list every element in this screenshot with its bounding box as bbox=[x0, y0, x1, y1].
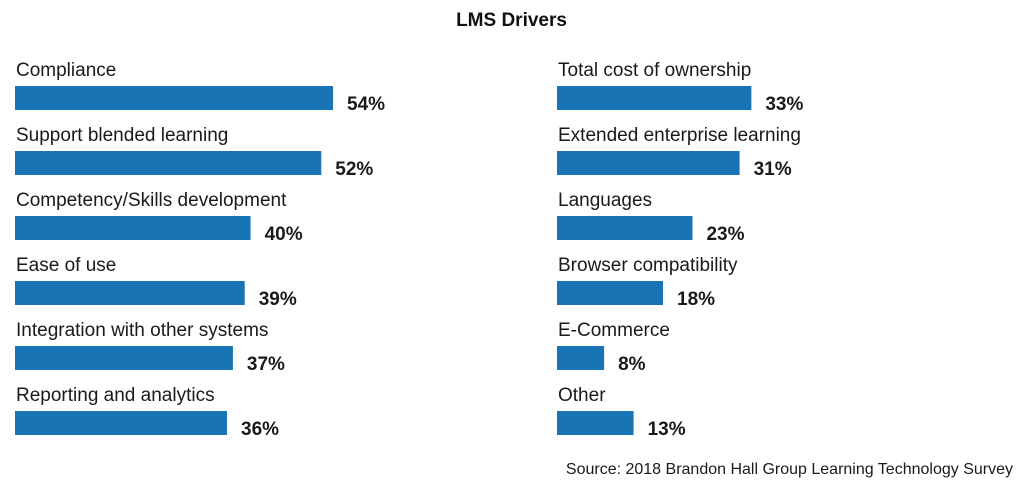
category-label: Total cost of ownership bbox=[558, 60, 751, 81]
bar bbox=[557, 216, 693, 240]
value-label: 13% bbox=[648, 419, 686, 440]
bar bbox=[15, 281, 245, 305]
category-label: Support blended learning bbox=[16, 125, 228, 146]
category-label: Integration with other systems bbox=[16, 320, 268, 341]
source-note: Source: 2018 Brandon Hall Group Learning… bbox=[565, 461, 1013, 478]
category-label: Other bbox=[558, 385, 606, 406]
bar bbox=[15, 346, 233, 370]
category-label: Reporting and analytics bbox=[16, 385, 215, 406]
category-label: Browser compatibility bbox=[558, 255, 738, 276]
value-label: 54% bbox=[347, 94, 385, 115]
value-label: 18% bbox=[677, 289, 715, 310]
value-label: 52% bbox=[335, 159, 373, 180]
value-label: 31% bbox=[754, 159, 792, 180]
bar bbox=[15, 216, 251, 240]
value-label: 36% bbox=[241, 419, 279, 440]
bar bbox=[15, 411, 228, 435]
bar bbox=[15, 86, 334, 110]
value-label: 23% bbox=[706, 224, 744, 245]
value-label: 37% bbox=[247, 354, 285, 375]
bar bbox=[557, 86, 752, 110]
category-label: Competency/Skills development bbox=[16, 190, 287, 211]
value-label: 33% bbox=[765, 94, 803, 115]
category-label: Ease of use bbox=[16, 255, 116, 276]
chart-title: LMS Drivers bbox=[456, 10, 567, 31]
bar bbox=[557, 411, 634, 435]
category-label: E-Commerce bbox=[558, 320, 670, 341]
category-label: Compliance bbox=[16, 60, 116, 81]
value-label: 40% bbox=[265, 224, 303, 245]
bar bbox=[557, 346, 605, 370]
bar bbox=[15, 151, 322, 175]
bar bbox=[557, 151, 740, 175]
value-label: 39% bbox=[259, 289, 297, 310]
bar bbox=[557, 281, 664, 305]
category-label: Languages bbox=[558, 190, 652, 211]
category-label: Extended enterprise learning bbox=[558, 125, 801, 146]
value-label: 8% bbox=[618, 354, 646, 375]
